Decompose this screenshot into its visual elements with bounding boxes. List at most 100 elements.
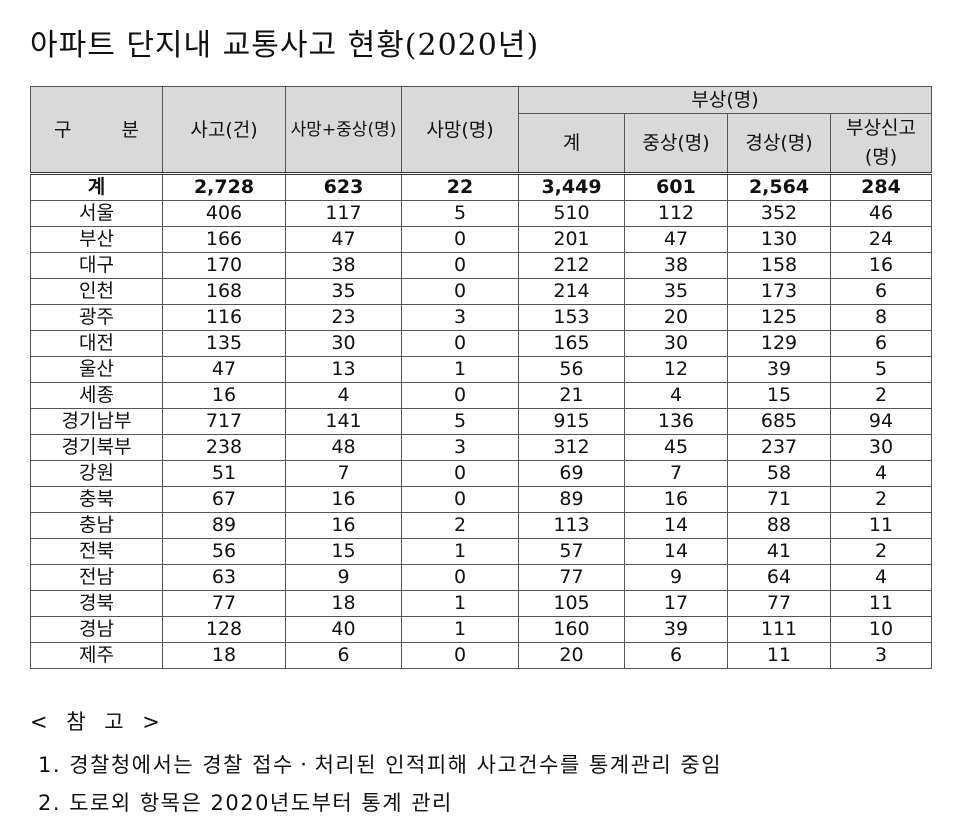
cell-serious: 4 [624,382,728,409]
cell-injured-total: 312 [518,434,625,461]
cell-reported: 11 [829,590,933,617]
table-row: 울산 47 13 1 56 12 39 5 [30,356,933,383]
cell-region: 세종 [30,382,163,409]
cell-injured-total: 201 [518,226,625,253]
cell-region: 계 [30,172,163,201]
table-row: 강원 51 7 0 69 7 58 4 [30,460,933,487]
cell-region: 경북 [30,590,163,617]
cell-injured-total: 214 [518,278,625,305]
table-row: 제주 18 6 0 20 6 11 3 [30,642,933,669]
cell-killed-serious: 117 [285,200,402,227]
cell-deaths: 22 [401,172,519,201]
header-accidents: 사고(건) [162,86,286,174]
table-row: 경남 128 40 1 160 39 111 10 [30,616,933,643]
cell-reported: 10 [829,616,933,643]
header-region: 구 분 [30,86,163,174]
cell-serious: 16 [624,486,728,513]
cell-reported: 2 [829,382,933,409]
cell-minor: 173 [727,278,831,305]
cell-deaths: 0 [401,330,519,357]
cell-serious: 20 [624,304,728,331]
cell-accidents: 238 [162,434,286,461]
cell-killed-serious: 141 [285,408,402,435]
cell-deaths: 0 [401,382,519,409]
notes-heading: < 참 고 > [30,710,166,734]
cell-deaths: 5 [401,408,519,435]
cell-injured-total: 153 [518,304,625,331]
cell-killed-serious: 48 [285,434,402,461]
cell-minor: 352 [727,200,831,227]
cell-deaths: 0 [401,460,519,487]
cell-serious: 30 [624,330,728,357]
cell-injured-total: 89 [518,486,625,513]
cell-region: 서울 [30,200,163,227]
accident-stats-table: 구 분 사고(건) 사망+중상(명) 사망(명) 부상(명) 계 중상(명) 경… [30,86,933,669]
cell-killed-serious: 15 [285,538,402,565]
cell-minor: 125 [727,304,831,331]
cell-serious: 14 [624,512,728,539]
cell-reported: 2 [829,538,933,565]
header-killed-serious: 사망+중상(명) [285,86,402,174]
cell-reported: 11 [829,512,933,539]
cell-serious: 47 [624,226,728,253]
cell-deaths: 0 [401,564,519,591]
cell-killed-serious: 623 [285,172,402,201]
cell-minor: 11 [727,642,831,669]
cell-deaths: 3 [401,304,519,331]
table-row: 경북 77 18 1 105 17 77 11 [30,590,933,617]
table-row: 경기남부 717 141 5 915 136 685 94 [30,408,933,435]
note-item: 2. 도로외 항목은 2020년도부터 통계 관리 [38,791,453,815]
cell-serious: 136 [624,408,728,435]
cell-killed-serious: 47 [285,226,402,253]
cell-killed-serious: 6 [285,642,402,669]
notes-section: < 참 고 > 1. 경찰청에서는 경찰 접수ㆍ처리된 인적피해 사고건수를 통… [30,706,722,822]
table-row: 충남 89 16 2 113 14 88 11 [30,512,933,539]
header-injured-total: 계 [518,113,625,174]
table-row: 광주 116 23 3 153 20 125 8 [30,304,933,331]
cell-accidents: 51 [162,460,286,487]
cell-reported: 30 [829,434,933,461]
note-item: 1. 경찰청에서는 경찰 접수ㆍ처리된 인적피해 사고건수를 통계관리 중임 [38,753,723,777]
table-row: 대전 135 30 0 165 30 129 6 [30,330,933,357]
cell-accidents: 63 [162,564,286,591]
cell-injured-total: 57 [518,538,625,565]
cell-serious: 7 [624,460,728,487]
header-injured-group: 부상(명) [517,86,933,114]
cell-injured-total: 20 [518,642,625,669]
cell-minor: 64 [727,564,831,591]
cell-minor: 58 [727,460,831,487]
cell-region: 전북 [30,538,163,565]
cell-serious: 45 [624,434,728,461]
cell-serious: 39 [624,616,728,643]
cell-injured-total: 69 [518,460,625,487]
cell-reported: 24 [829,226,933,253]
table-row: 충북 67 16 0 89 16 71 2 [30,486,933,513]
cell-serious: 12 [624,356,728,383]
cell-reported: 2 [829,486,933,513]
cell-accidents: 717 [162,408,286,435]
cell-killed-serious: 23 [285,304,402,331]
cell-deaths: 0 [401,486,519,513]
cell-deaths: 1 [401,356,519,383]
cell-killed-serious: 30 [285,330,402,357]
cell-reported: 8 [829,304,933,331]
cell-accidents: 2,728 [162,172,286,201]
cell-killed-serious: 4 [285,382,402,409]
table-row: 대구 170 38 0 212 38 158 16 [30,252,933,279]
cell-reported: 94 [829,408,933,435]
header-serious: 중상(명) [624,113,728,174]
cell-minor: 129 [727,330,831,357]
cell-deaths: 5 [401,200,519,227]
cell-region: 경기남부 [30,408,163,435]
cell-serious: 14 [624,538,728,565]
cell-killed-serious: 40 [285,616,402,643]
table-row: 인천 168 35 0 214 35 173 6 [30,278,933,305]
cell-minor: 237 [727,434,831,461]
cell-accidents: 77 [162,590,286,617]
cell-region: 광주 [30,304,163,331]
cell-accidents: 47 [162,356,286,383]
cell-serious: 9 [624,564,728,591]
cell-accidents: 116 [162,304,286,331]
cell-injured-total: 510 [518,200,625,227]
cell-deaths: 1 [401,616,519,643]
